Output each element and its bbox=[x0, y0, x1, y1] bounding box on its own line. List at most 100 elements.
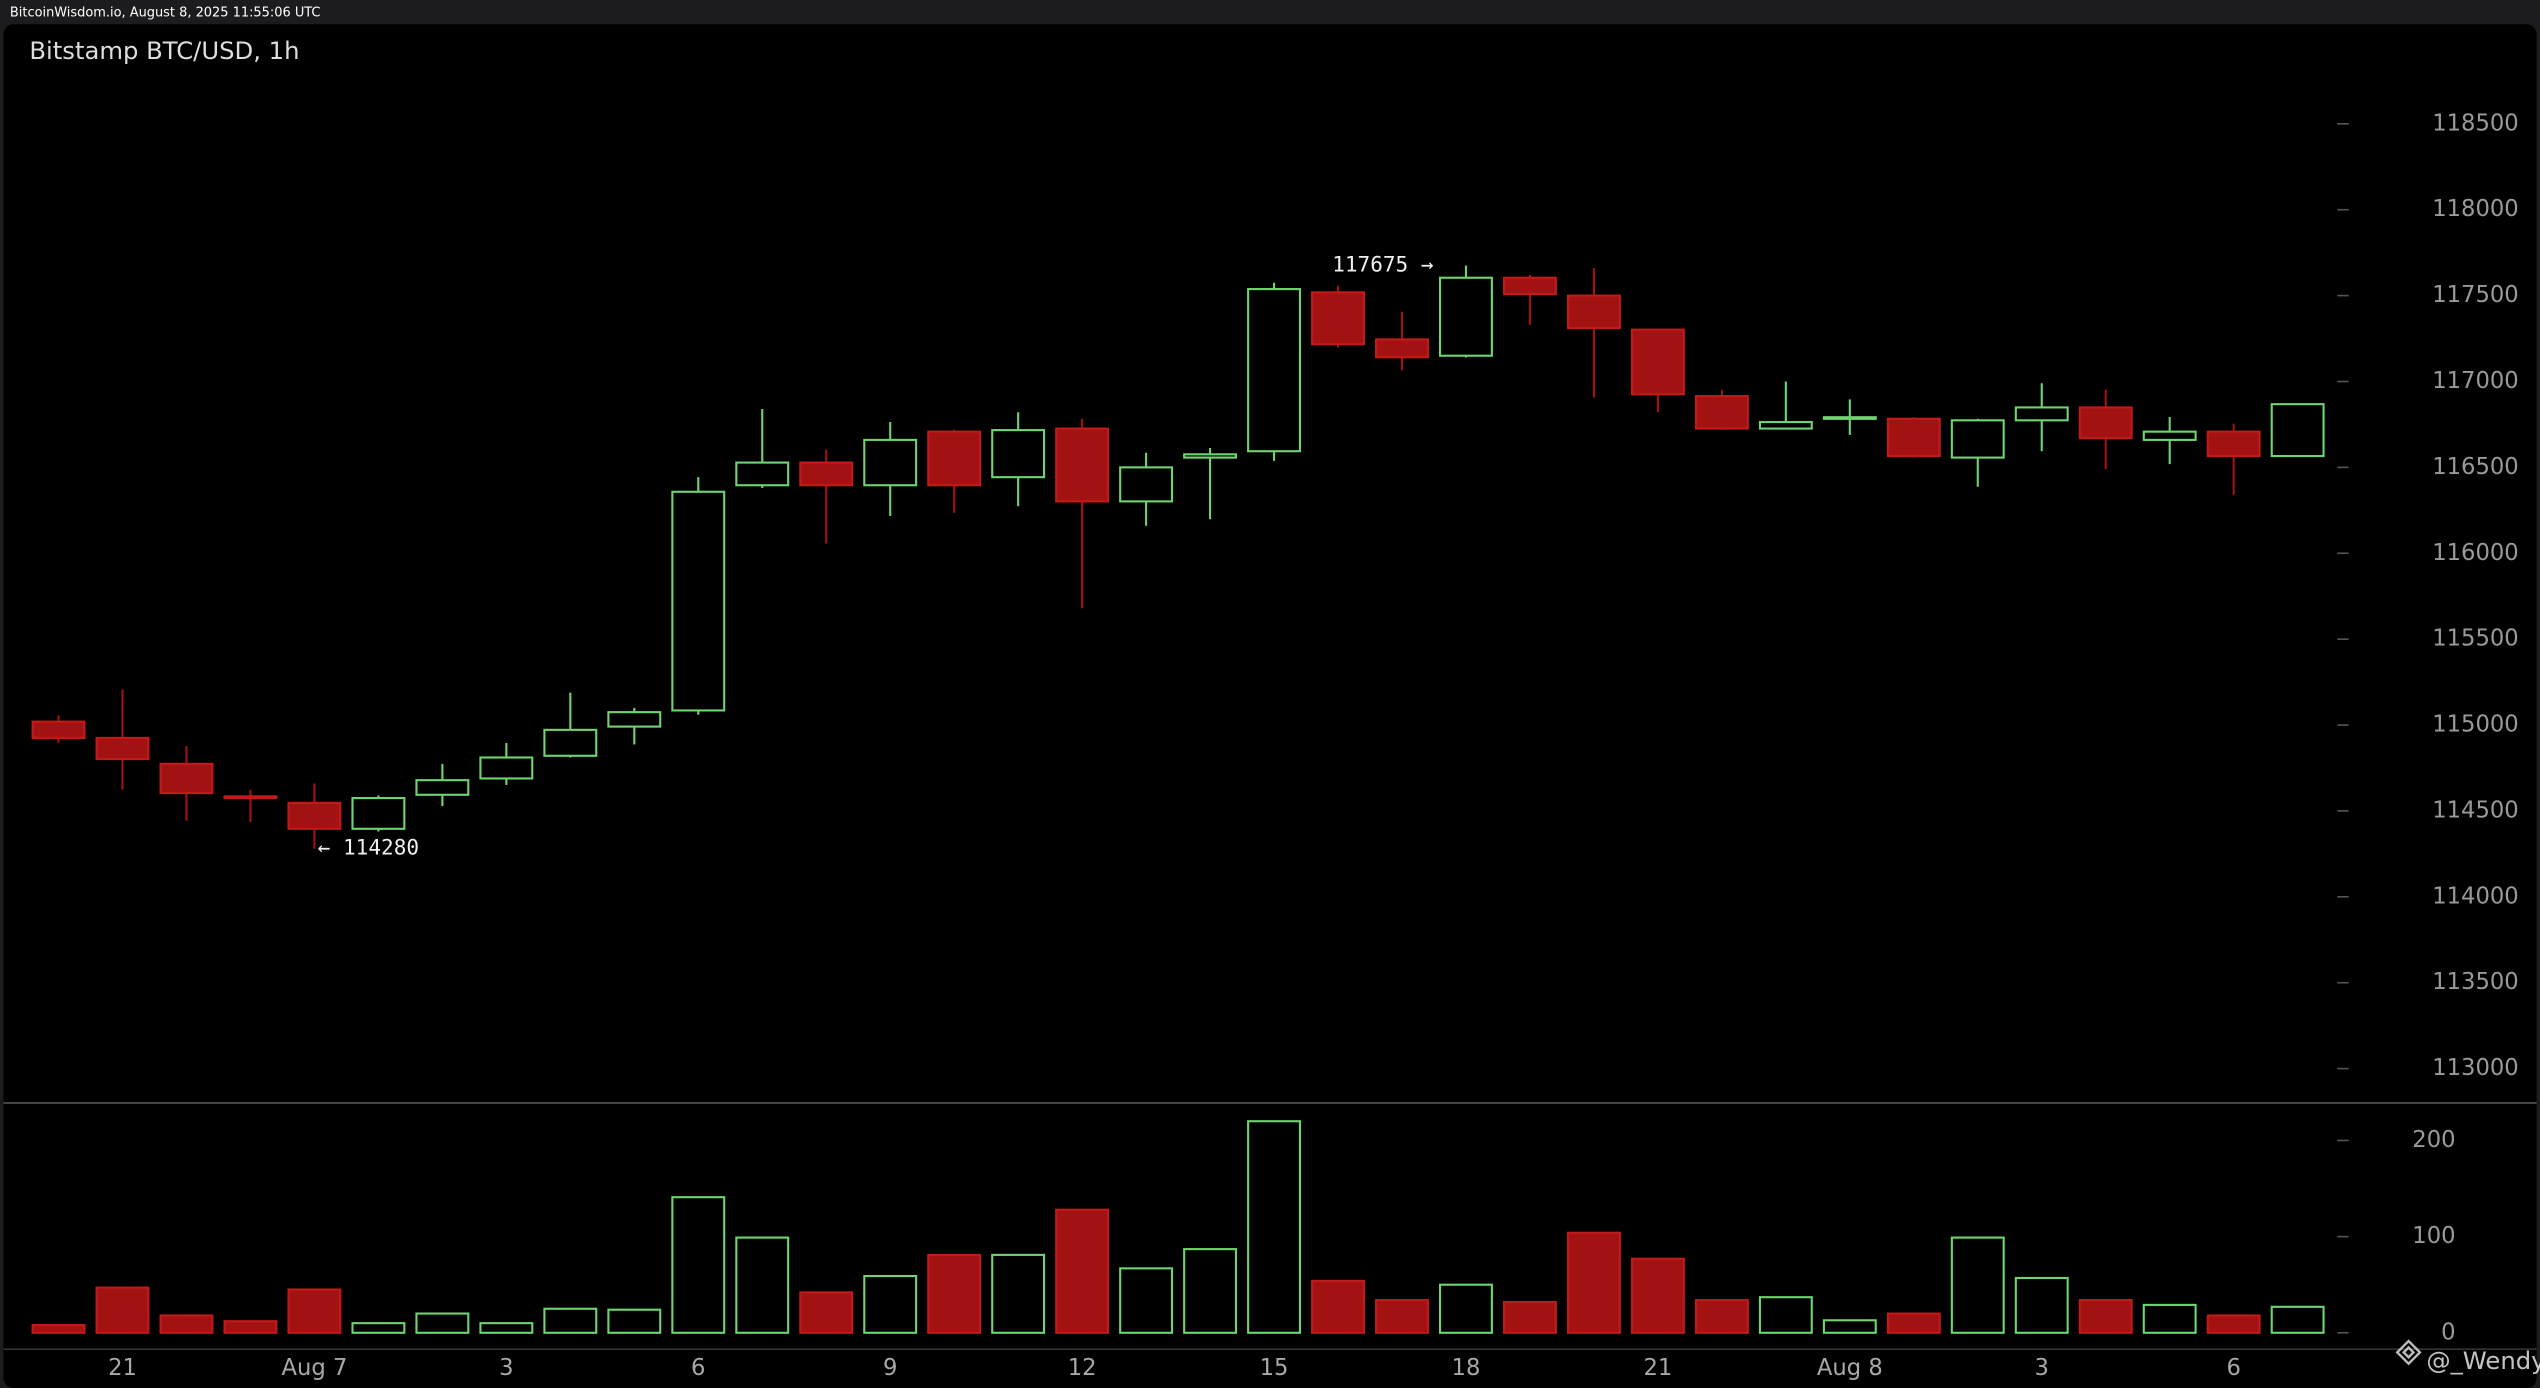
candle-body bbox=[735, 461, 790, 487]
volume-bar bbox=[1566, 1231, 1621, 1334]
header-text: BitcoinWisdom.io, August 8, 2025 11:55:0… bbox=[10, 5, 321, 20]
volume-bar bbox=[1822, 1319, 1877, 1334]
volume-bar bbox=[1375, 1299, 1429, 1334]
volume-bar bbox=[1630, 1257, 1685, 1334]
candle-body bbox=[95, 736, 150, 761]
x-tick-label: 6 bbox=[691, 1355, 705, 1381]
volume-bar bbox=[1311, 1279, 1365, 1334]
volume-bar bbox=[415, 1312, 470, 1334]
y-tick-label: 114000 bbox=[2432, 883, 2519, 909]
y-tick-label: 117000 bbox=[2432, 368, 2519, 394]
volume-bar bbox=[223, 1320, 278, 1334]
x-tick-label: Aug 7 bbox=[282, 1355, 348, 1381]
volume-bar bbox=[799, 1291, 854, 1334]
y-tick-label: 118000 bbox=[2432, 196, 2519, 222]
candle-body bbox=[31, 720, 86, 739]
candle-body bbox=[1311, 291, 1365, 346]
volume-bar bbox=[1055, 1208, 1110, 1334]
candle-body bbox=[1119, 466, 1174, 503]
volume-bar bbox=[1119, 1267, 1174, 1334]
volume-bar bbox=[991, 1253, 1046, 1334]
candle-body bbox=[1055, 427, 1110, 503]
watermark-text: @_Wendy bbox=[2426, 1346, 2540, 1375]
candle-body bbox=[1247, 288, 1302, 453]
candle-body bbox=[159, 762, 214, 795]
chart-title: Bitstamp BTC/USD, 1h bbox=[29, 36, 299, 65]
volume-bar bbox=[1502, 1300, 1557, 1334]
candle-body bbox=[1183, 453, 1238, 459]
y-tick-label: 117500 bbox=[2432, 282, 2519, 308]
candle-body bbox=[1950, 419, 2005, 459]
y-tick-label: 115000 bbox=[2432, 712, 2519, 738]
x-tick-label: 9 bbox=[883, 1355, 897, 1381]
candle-body bbox=[799, 461, 854, 487]
volume-bar bbox=[671, 1196, 726, 1334]
x-tick-label: 18 bbox=[1452, 1355, 1481, 1381]
candle-body bbox=[1566, 294, 1621, 330]
volume-bar bbox=[1694, 1299, 1749, 1334]
volume-bar bbox=[351, 1322, 406, 1334]
volume-bar bbox=[31, 1324, 86, 1334]
y-tick-label: 114500 bbox=[2432, 797, 2519, 823]
candle-body bbox=[1758, 420, 1813, 430]
volume-bar bbox=[2078, 1299, 2133, 1334]
volume-tick-label: 0 bbox=[2441, 1319, 2455, 1345]
candle-body bbox=[2014, 406, 2069, 422]
volume-bar bbox=[543, 1307, 598, 1334]
candle-body bbox=[2078, 406, 2133, 440]
volume-bar bbox=[1950, 1236, 2005, 1334]
x-tick-label: 12 bbox=[1068, 1355, 1097, 1381]
volume-bar bbox=[2142, 1303, 2197, 1334]
price-annotation: ← 114280 bbox=[318, 835, 419, 860]
y-tick-label: 118500 bbox=[2432, 110, 2519, 136]
candle-body bbox=[991, 429, 1046, 479]
volume-bar bbox=[479, 1322, 534, 1334]
volume-bar bbox=[159, 1314, 214, 1334]
y-tick-label: 113500 bbox=[2432, 969, 2519, 995]
watermark-logo bbox=[2395, 1339, 2422, 1366]
candle-body bbox=[2206, 430, 2261, 458]
candle-body bbox=[1630, 328, 1685, 396]
volume-bar bbox=[95, 1286, 150, 1334]
y-tick-label: 116000 bbox=[2432, 540, 2519, 566]
watermark: @_Wendy bbox=[2395, 1339, 2540, 1375]
y-tick-label: 115500 bbox=[2432, 626, 2519, 652]
x-tick-label: Aug 8 bbox=[1817, 1355, 1883, 1381]
candle-body bbox=[671, 490, 726, 712]
volume-bar bbox=[1886, 1312, 1941, 1334]
y-tick-label: 116500 bbox=[2432, 454, 2519, 480]
candle-body bbox=[1694, 395, 1749, 430]
candle-body bbox=[287, 801, 342, 830]
candle-body bbox=[863, 438, 918, 487]
x-tick-label: 21 bbox=[1643, 1355, 1672, 1381]
volume-bar bbox=[2270, 1305, 2325, 1334]
y-tick-label: 113000 bbox=[2432, 1055, 2519, 1081]
volume-bar bbox=[735, 1236, 790, 1334]
candle-body bbox=[1886, 417, 1941, 458]
candle-body bbox=[351, 796, 406, 830]
volume-bar bbox=[1183, 1248, 1238, 1334]
volume-bar bbox=[607, 1308, 662, 1334]
x-tick-label: 3 bbox=[2035, 1355, 2049, 1381]
volume-tick-label: 200 bbox=[2412, 1127, 2455, 1153]
candle-body bbox=[415, 779, 470, 796]
candle-body bbox=[1439, 276, 1493, 357]
candle-body bbox=[543, 728, 598, 757]
x-tick-label: 3 bbox=[499, 1355, 513, 1381]
candle-body bbox=[2270, 403, 2325, 458]
volume-bar bbox=[2014, 1276, 2069, 1334]
candle-body bbox=[607, 711, 662, 728]
chart-panel bbox=[3, 24, 2537, 1388]
volume-bar bbox=[863, 1274, 918, 1334]
x-tick-label: 6 bbox=[2226, 1355, 2240, 1381]
candle-body bbox=[1502, 276, 1557, 296]
candle-body bbox=[2142, 430, 2197, 441]
volume-bar bbox=[927, 1253, 982, 1334]
x-tick-label: 15 bbox=[1260, 1355, 1289, 1381]
volume-bar bbox=[1439, 1283, 1493, 1334]
candle-body bbox=[223, 795, 278, 800]
volume-bar bbox=[2206, 1314, 2261, 1334]
volume-bar bbox=[1247, 1120, 1302, 1334]
x-tick-label: 21 bbox=[108, 1355, 137, 1381]
